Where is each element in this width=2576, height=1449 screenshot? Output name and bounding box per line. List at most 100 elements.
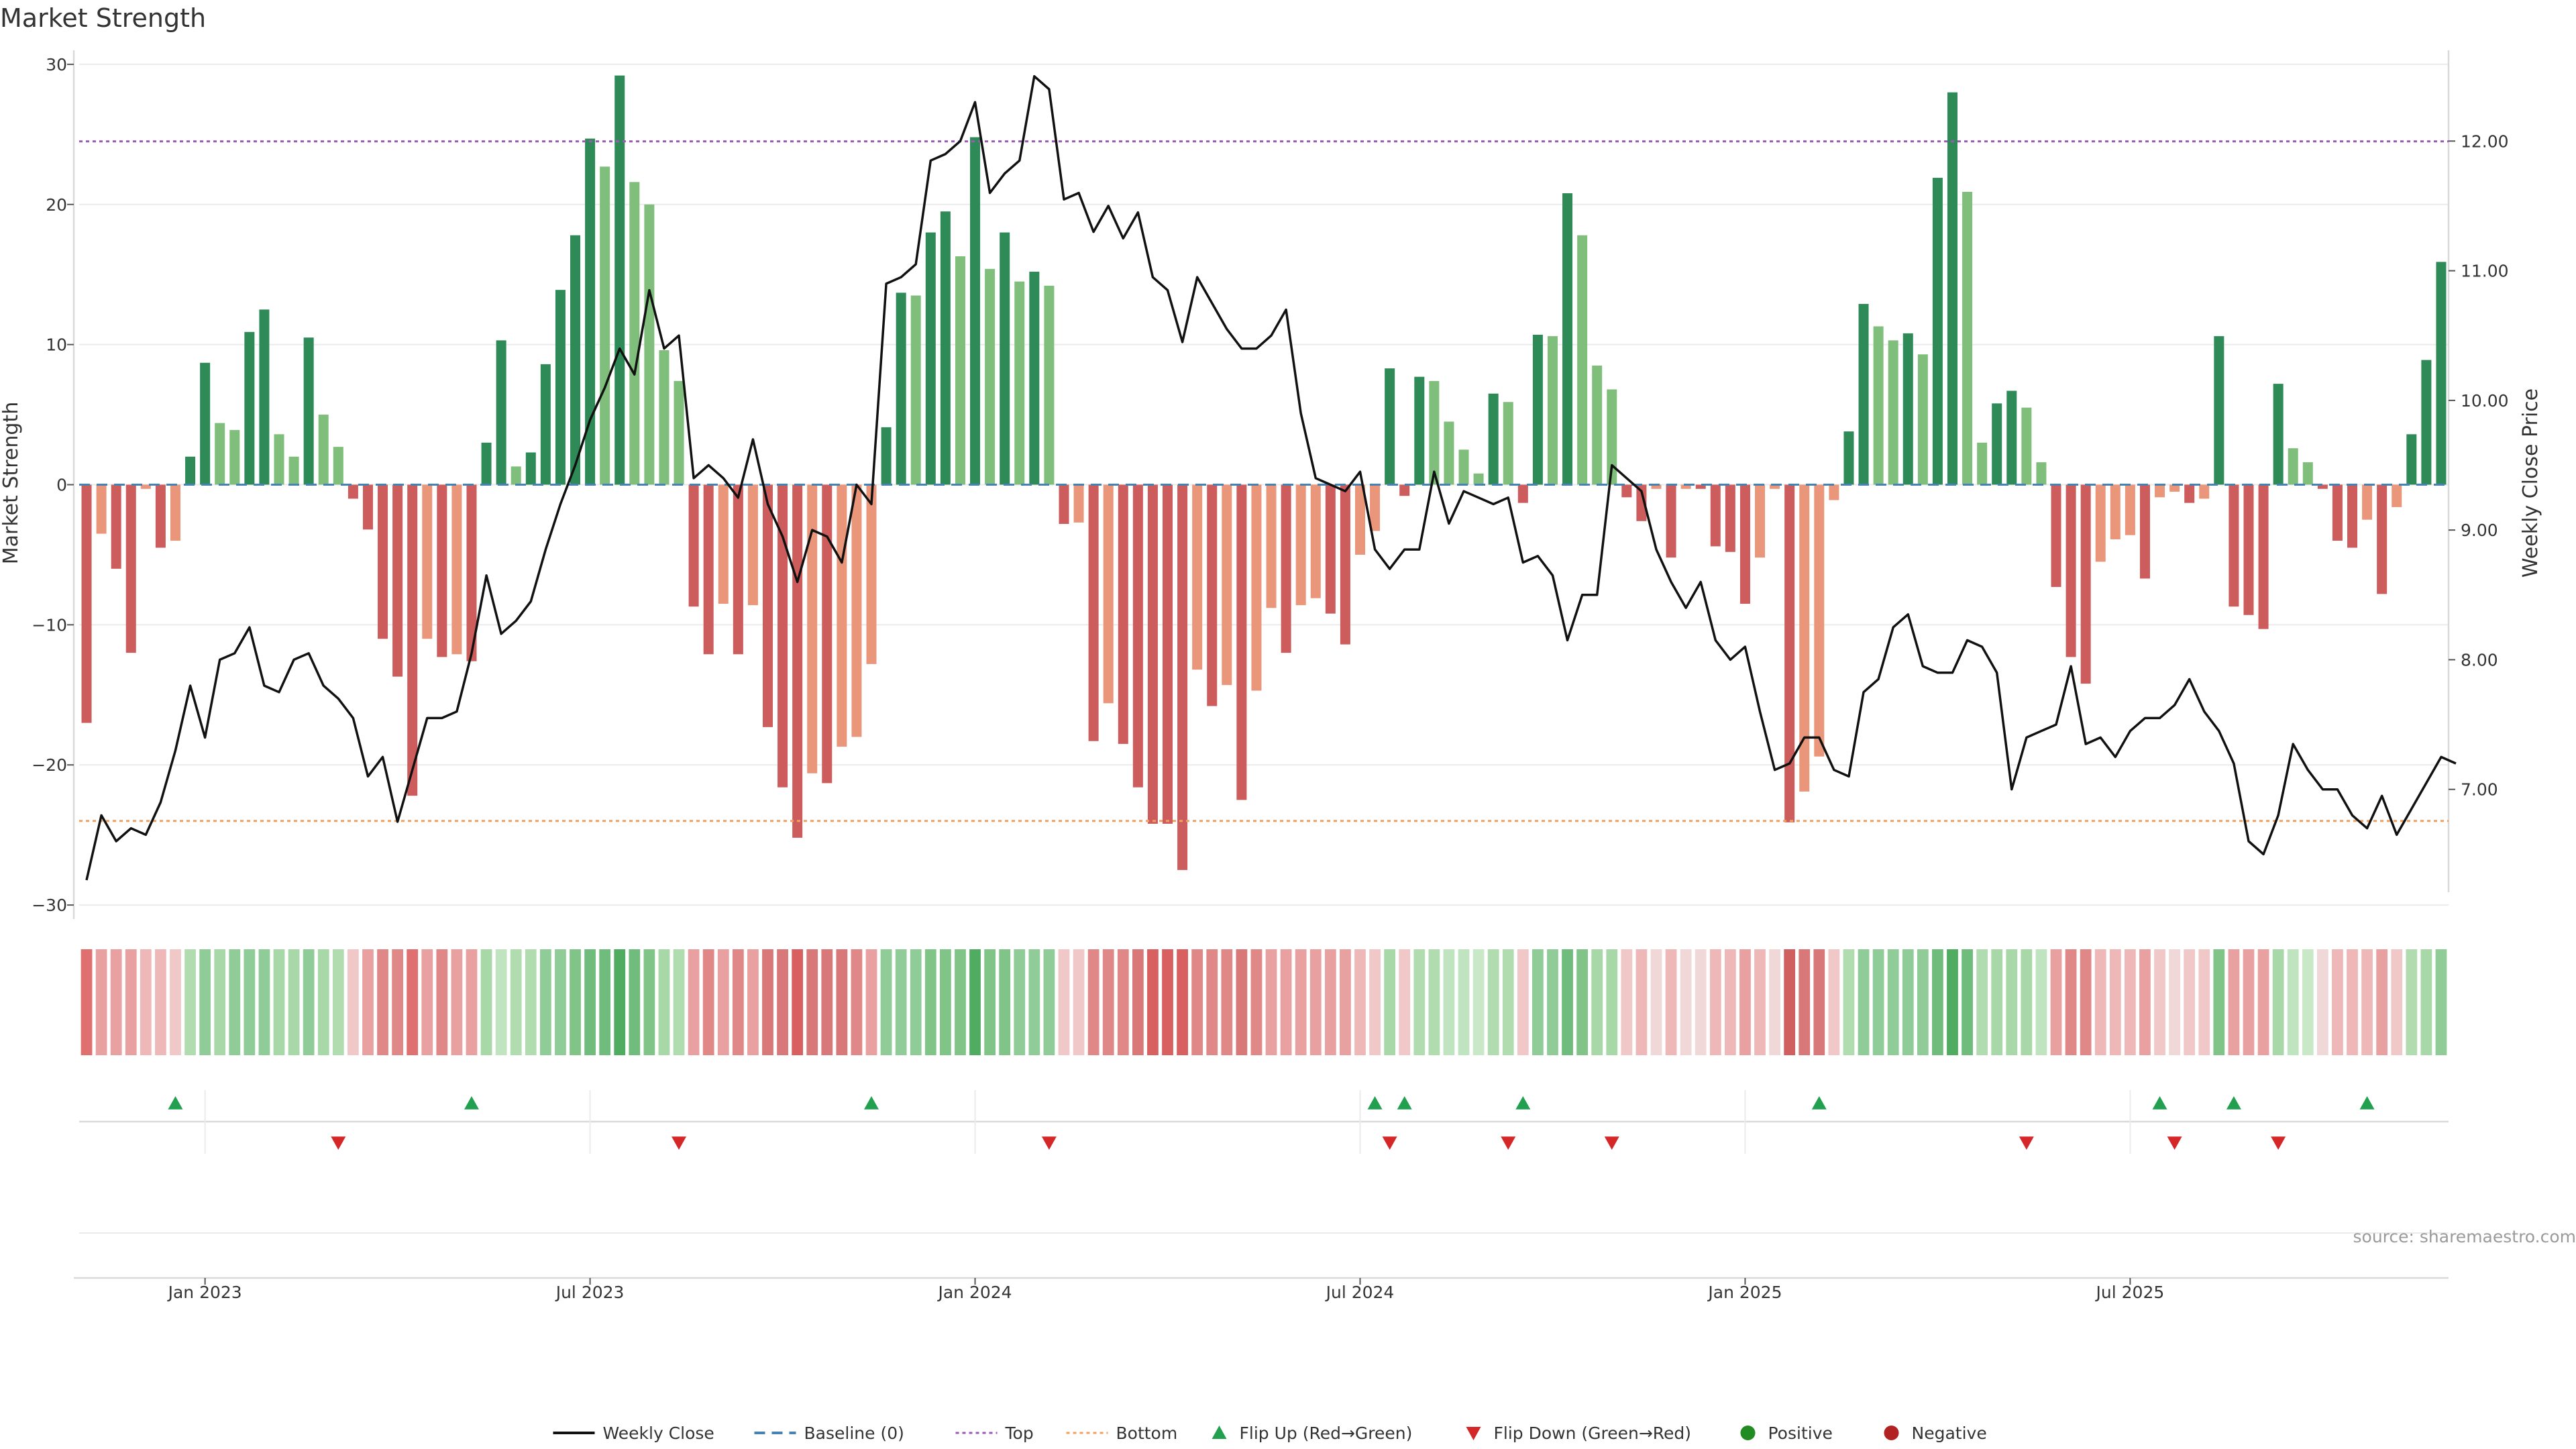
y-axis-title: Market Strength xyxy=(0,402,23,564)
strength-bar xyxy=(155,484,166,548)
strength-strip-cell xyxy=(436,949,448,1055)
strength-strip-cell xyxy=(1117,949,1129,1055)
y-tick-label: 30 xyxy=(46,55,67,74)
strength-bar xyxy=(2169,484,2180,492)
strength-bar xyxy=(1992,403,2002,485)
strength-strip-cell xyxy=(792,949,804,1055)
strength-strip-cell xyxy=(1532,949,1544,1055)
strength-bar xyxy=(2273,384,2284,485)
strength-strip-cell xyxy=(110,949,122,1055)
strength-strip-cell xyxy=(1206,949,1218,1055)
legend-label: Flip Up (Red→Green) xyxy=(1240,1424,1413,1443)
x-tick-label: Jul 2025 xyxy=(2095,1283,2165,1302)
strength-strip-cell xyxy=(1709,949,1721,1055)
strength-bar xyxy=(1207,484,1218,706)
strength-bar xyxy=(1532,335,1543,485)
legend-label: Positive xyxy=(1768,1424,1833,1443)
strength-strip-cell xyxy=(288,949,300,1055)
legend-label: Weekly Close xyxy=(603,1424,714,1443)
strength-bar xyxy=(1414,376,1425,485)
strength-strip-cell xyxy=(495,949,507,1055)
strength-strip-cell xyxy=(1635,949,1648,1055)
strength-bar xyxy=(2362,484,2373,520)
strength-bar xyxy=(1473,473,1484,485)
flip-up-marker xyxy=(1367,1096,1383,1110)
strength-strip-cell xyxy=(1917,949,1929,1055)
strength-bar xyxy=(866,484,877,664)
strength-strip-cell xyxy=(1547,949,1558,1055)
strength-strip-cell xyxy=(2347,949,2358,1055)
strength-bars xyxy=(81,75,2447,870)
strength-strip-cell xyxy=(407,949,419,1055)
strength-bar xyxy=(2406,434,2417,485)
y2-tick-label: 12.00 xyxy=(2461,131,2509,151)
strength-bar xyxy=(496,340,506,485)
y-axis-left-ticks: 30 20 10 0 −10 −20 −30 xyxy=(32,55,74,915)
strength-strip-cell xyxy=(2213,949,2225,1055)
strength-bar xyxy=(792,484,803,838)
strength-strip-cell xyxy=(244,949,256,1055)
strength-bar xyxy=(1132,484,1143,788)
strength-strip-cell xyxy=(1458,949,1470,1055)
strength-strip-cell xyxy=(955,949,966,1055)
strength-bar xyxy=(2051,484,2061,587)
y2-tick-label: 8.00 xyxy=(2461,650,2498,669)
strength-bar xyxy=(807,484,818,773)
strength-strip-cell xyxy=(377,949,388,1055)
strength-bar xyxy=(2347,484,2358,548)
strength-strip-cell xyxy=(95,949,107,1055)
strength-strip-cell xyxy=(2287,949,2299,1055)
y2-tick-label: 11.00 xyxy=(2461,262,2509,281)
strength-bar xyxy=(1547,336,1558,485)
strength-strip-cell xyxy=(1976,949,1988,1055)
strength-strip-cell xyxy=(762,949,773,1055)
strength-bar xyxy=(2243,484,2254,615)
strength-bar xyxy=(985,268,996,485)
strength-strip-cell xyxy=(599,949,611,1055)
strength-strip-cell xyxy=(303,949,315,1055)
strength-strip-cell xyxy=(510,949,522,1055)
strength-strip-cell xyxy=(539,949,551,1055)
strength-bar xyxy=(896,292,906,485)
strength-bar xyxy=(407,484,418,796)
strength-bar xyxy=(1784,484,1795,822)
strength-strip-cell xyxy=(199,949,211,1055)
strength-strip-cell xyxy=(643,949,655,1055)
strength-strip-cell xyxy=(2376,949,2388,1055)
strength-bar xyxy=(1310,484,1321,598)
strength-bar xyxy=(511,466,521,485)
strength-strip-cell xyxy=(1724,949,1736,1055)
legend-flip-down-icon xyxy=(1466,1427,1481,1440)
strength-bar xyxy=(185,456,196,485)
strength-strip-cell xyxy=(584,949,596,1055)
strength-bar xyxy=(2125,484,2135,535)
strength-bar xyxy=(925,232,936,485)
strength-bar xyxy=(111,484,121,569)
strength-bar xyxy=(2288,448,2298,485)
strength-strip-cell xyxy=(2124,949,2136,1055)
strength-strip-cell xyxy=(717,949,729,1055)
strength-strip-cell xyxy=(2109,949,2121,1055)
strength-bar xyxy=(674,380,684,485)
strength-strip-cell xyxy=(155,949,166,1055)
strength-bar xyxy=(1073,484,1084,523)
strength-strip-cell xyxy=(1369,949,1381,1055)
strength-bar xyxy=(1517,484,1528,503)
strength-bar xyxy=(481,442,492,485)
legend-label: Top xyxy=(1005,1424,1034,1443)
legend-positive-icon xyxy=(1740,1426,1756,1440)
strength-strip-cell xyxy=(1191,949,1203,1055)
strength-bar xyxy=(733,484,743,655)
strength-strip-cell xyxy=(392,949,404,1055)
strength-strip-cell xyxy=(1872,949,1884,1055)
strength-bar xyxy=(1814,484,1825,757)
strength-bar xyxy=(2110,484,2121,539)
strength-bar xyxy=(1607,389,1617,485)
strength-bar xyxy=(1192,484,1203,670)
strength-strip-cell xyxy=(214,949,226,1055)
strength-strip-cell xyxy=(821,949,833,1055)
strength-strip-cell xyxy=(2228,949,2240,1055)
strength-bar xyxy=(170,484,180,541)
x-tick-label: Jul 2023 xyxy=(555,1283,625,1302)
y-tick-label: 0 xyxy=(56,476,67,495)
